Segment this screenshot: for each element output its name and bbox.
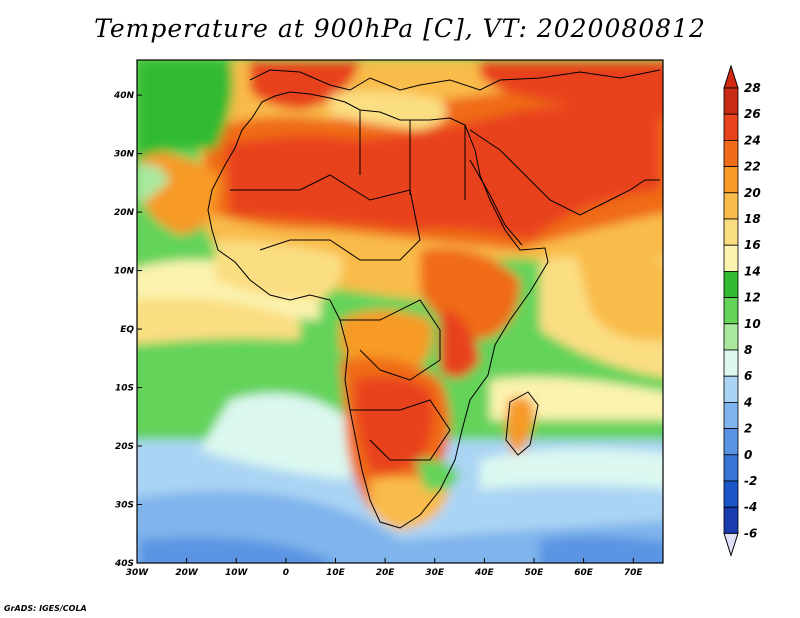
colorbar-swatch: [723, 218, 739, 246]
colorbar-swatch: [723, 428, 739, 456]
country-border: [340, 299, 441, 381]
colorbar-swatch: [723, 192, 739, 220]
colorbar-label: 24: [744, 133, 761, 147]
lon-tick-label: 70E: [624, 568, 644, 578]
colorbar-swatch: [723, 270, 739, 298]
lon-tick-label: 20W: [175, 568, 199, 578]
colorbar-swatch: [723, 87, 739, 115]
colorbar-label: 16: [744, 238, 761, 252]
lon-tick-label: 30W: [126, 568, 150, 578]
map-frame: [136, 59, 664, 564]
lon-tick-label: 60E: [574, 568, 594, 578]
country-border: [230, 174, 421, 261]
colorbar-label: 6: [744, 369, 752, 383]
arabia-coastline: [469, 129, 660, 216]
colorbar-label: 10: [744, 317, 761, 331]
colorbar-overflow-high: [723, 64, 739, 89]
lon-tick-label: 10E: [326, 568, 346, 578]
colorbar-label: 22: [744, 160, 761, 174]
chart-title: Temperature at 900hPa [C], VT: 202008081…: [94, 14, 706, 43]
colorbar-label: -6: [744, 526, 757, 540]
colorbar-swatch: [723, 139, 739, 167]
colorbar-label: 2: [744, 422, 752, 436]
colorbar-swatch: [723, 454, 739, 482]
colorbar-swatch: [723, 480, 739, 508]
colorbar-label: 12: [744, 291, 761, 305]
lat-tick-label: 20N: [114, 208, 135, 218]
country-border: [359, 110, 466, 200]
colorbar-swatch: [723, 401, 739, 429]
colorbar-label: 14: [744, 264, 761, 278]
colorbar-swatch: [723, 375, 739, 403]
lat-tick-label: 40N: [113, 91, 135, 101]
country-border: [350, 399, 451, 461]
europe-coast: [249, 69, 661, 91]
lat-tick-label: 10S: [115, 384, 134, 394]
colorbar-swatch: [723, 349, 739, 377]
lat-tick-label: 40S: [114, 559, 134, 569]
temperature-field: [137, 60, 663, 563]
lat-tick-label: 20S: [115, 442, 134, 452]
colorbar-swatch: [723, 244, 739, 272]
credit-label: GrADS: IGES/COLA: [4, 604, 87, 613]
colorbar-swatch: [723, 506, 739, 534]
colorbar-label: -4: [744, 500, 757, 514]
red-sea-coast: [469, 159, 523, 246]
colorbar-label: 18: [744, 212, 761, 226]
lat-tick-label: 30S: [115, 501, 134, 511]
lat-tick-label: 30N: [114, 150, 135, 160]
lon-tick-label: 10W: [225, 568, 249, 578]
colorbar-label: 26: [744, 107, 761, 121]
madagascar-outline: [505, 391, 539, 456]
coastlines: [207, 69, 661, 529]
colorbar-label: 20: [744, 186, 761, 200]
colorbar-label: 28: [744, 81, 761, 95]
colorbar-label: 0: [744, 448, 752, 462]
axis-ticks: 30W 20W 10W 0 10E 20E 30E 40E 50E 60E 70E 40N 30N 20N…: [113, 91, 643, 578]
colorbar-swatch: [723, 297, 739, 325]
colorbar-swatch: [723, 323, 739, 351]
lat-tick-label: 10N: [114, 267, 135, 277]
colorbar-swatch: [723, 166, 739, 194]
lon-tick-label: 50E: [525, 568, 545, 578]
lon-tick-label: 30E: [425, 568, 445, 578]
colorbar-label: -2: [744, 474, 757, 488]
lon-tick-label: 20E: [376, 568, 396, 578]
colorbar-overflow-low: [723, 532, 739, 558]
lon-tick-label: 40E: [474, 568, 495, 578]
colorbar-label: 8: [744, 343, 752, 357]
africa-coastline: [207, 91, 549, 529]
lat-tick-label: EQ: [120, 325, 134, 335]
colorbar-swatch: [723, 113, 739, 141]
colorbar-label: 4: [743, 395, 752, 409]
lon-tick-label: 0: [283, 568, 289, 578]
